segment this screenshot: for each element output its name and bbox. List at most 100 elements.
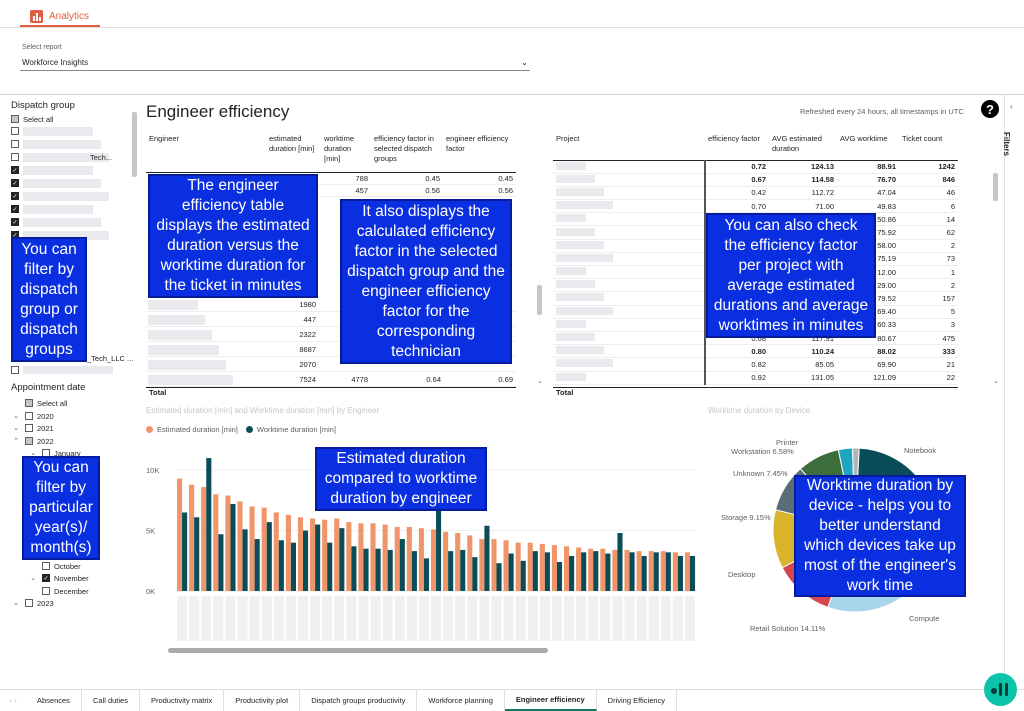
- expand-chevron-icon[interactable]: ⌃: [13, 438, 19, 445]
- bar-estimated[interactable]: [225, 495, 231, 591]
- bar-worktime[interactable]: [448, 551, 454, 591]
- chevron-down-icon[interactable]: ⌄: [537, 378, 543, 385]
- checkbox[interactable]: ✓: [11, 218, 19, 226]
- checkbox[interactable]: ✓: [11, 179, 19, 187]
- bar-estimated[interactable]: [455, 533, 461, 591]
- bar-worktime[interactable]: [520, 560, 526, 591]
- bar-worktime[interactable]: [411, 551, 417, 591]
- bar-worktime[interactable]: [617, 533, 623, 591]
- bar-worktime[interactable]: [436, 507, 442, 591]
- bar-worktime[interactable]: [351, 546, 357, 591]
- bar-estimated[interactable]: [600, 548, 606, 591]
- bar-estimated[interactable]: [515, 542, 521, 591]
- tab-absences[interactable]: Absences: [26, 690, 82, 711]
- bar-estimated[interactable]: [406, 526, 412, 591]
- date-slicer-item[interactable]: ⌄ 2020: [11, 410, 54, 422]
- checkbox[interactable]: ✓: [11, 166, 19, 174]
- column-header[interactable]: Engineer: [149, 134, 180, 143]
- bar-estimated[interactable]: [443, 531, 449, 591]
- date-slicer-item[interactable]: October: [28, 560, 81, 572]
- checkbox[interactable]: [42, 562, 50, 570]
- column-header[interactable]: efficiency factor: [708, 134, 760, 143]
- bar-worktime[interactable]: [544, 552, 550, 591]
- bar-worktime[interactable]: [303, 530, 309, 591]
- bar-estimated[interactable]: [624, 549, 630, 591]
- checkbox[interactable]: [25, 399, 33, 407]
- table-row[interactable]: 0.42 112.72 47.04 46: [553, 186, 958, 201]
- expand-chevron-icon[interactable]: ⌄: [30, 575, 36, 582]
- bar-worktime[interactable]: [387, 549, 393, 591]
- column-header[interactable]: AVG worktime: [840, 134, 888, 143]
- bar-estimated[interactable]: [467, 535, 473, 591]
- bar-worktime[interactable]: [399, 539, 405, 591]
- bar-estimated[interactable]: [479, 539, 485, 591]
- table-row[interactable]: 0.80 110.24 88.02 333: [553, 344, 958, 359]
- bar-estimated[interactable]: [177, 478, 183, 591]
- bar-estimated[interactable]: [491, 539, 497, 591]
- bar-estimated[interactable]: [588, 548, 594, 591]
- expand-chevron-icon[interactable]: ⌄: [13, 425, 19, 432]
- bar-estimated[interactable]: [563, 546, 570, 591]
- bar-worktime[interactable]: [194, 517, 200, 591]
- bar-worktime[interactable]: [375, 548, 381, 591]
- bar-chart-scrollbar[interactable]: [168, 648, 548, 653]
- dispatch-item[interactable]: ✓: [11, 190, 109, 202]
- column-header[interactable]: efficiency factor in selected dispatch g…: [374, 134, 434, 163]
- bar-worktime[interactable]: [581, 552, 587, 591]
- bar-estimated[interactable]: [382, 524, 388, 591]
- checkbox[interactable]: [11, 140, 19, 148]
- dispatch-item[interactable]: [11, 138, 101, 150]
- date-slicer-item[interactable]: December: [28, 585, 89, 597]
- table-row[interactable]: 8687: [146, 343, 516, 357]
- bar-worktime[interactable]: [496, 563, 502, 591]
- date-slicer-item[interactable]: ⌄ 2021: [11, 422, 54, 434]
- bar-estimated[interactable]: [346, 522, 352, 591]
- bar-estimated[interactable]: [213, 494, 219, 591]
- bar-worktime[interactable]: [484, 525, 490, 591]
- bar-worktime[interactable]: [230, 504, 236, 591]
- dispatch-item[interactable]: [11, 151, 109, 163]
- table-row[interactable]: 447: [146, 313, 516, 327]
- bar-worktime[interactable]: [569, 555, 575, 591]
- bar-worktime[interactable]: [423, 558, 430, 591]
- dispatch-slicer-scrollbar[interactable]: [132, 112, 137, 177]
- bar-estimated[interactable]: [334, 518, 340, 592]
- bar-worktime[interactable]: [266, 522, 272, 591]
- bar-worktime[interactable]: [641, 555, 647, 591]
- bar-estimated[interactable]: [672, 552, 678, 591]
- bar-estimated[interactable]: [612, 549, 618, 591]
- bar-estimated[interactable]: [576, 547, 582, 592]
- dispatch-item[interactable]: [11, 125, 93, 137]
- bar-worktime[interactable]: [460, 549, 466, 591]
- bar-estimated[interactable]: [503, 540, 509, 591]
- table-row[interactable]: 2070: [146, 358, 516, 372]
- app-logo-icon[interactable]: [984, 673, 1017, 706]
- bar-estimated[interactable]: [189, 484, 195, 591]
- dispatch-item[interactable]: ✓: [11, 164, 93, 176]
- table-row[interactable]: 0.72 124.13 88.91 1242: [553, 160, 958, 174]
- analytics-tab[interactable]: Analytics: [30, 5, 89, 27]
- dispatch-item[interactable]: ✓: [11, 216, 101, 228]
- expand-chevron-icon[interactable]: ⌄: [30, 450, 36, 457]
- dispatch-item[interactable]: ✓: [11, 203, 93, 215]
- tab-workforce-planning[interactable]: Workforce planning: [417, 690, 505, 711]
- tab-engineer-efficiency[interactable]: Engineer efficiency: [504, 690, 597, 711]
- bar-estimated[interactable]: [539, 543, 545, 591]
- date-slicer-item[interactable]: Select all: [11, 397, 67, 409]
- bar-estimated[interactable]: [648, 551, 654, 591]
- bar-estimated[interactable]: [261, 507, 267, 591]
- bar-estimated[interactable]: [527, 542, 533, 591]
- bar-estimated[interactable]: [684, 552, 690, 591]
- bar-worktime[interactable]: [689, 555, 696, 591]
- checkbox[interactable]: ✓: [42, 574, 50, 582]
- date-slicer-item[interactable]: ⌄ ✓ November: [28, 572, 89, 584]
- column-header[interactable]: AVG estimated duration: [772, 134, 822, 153]
- checkbox[interactable]: [42, 587, 50, 595]
- bar-worktime[interactable]: [472, 557, 478, 591]
- bar-worktime[interactable]: [653, 552, 659, 591]
- column-header[interactable]: engineer efficiency factor: [446, 134, 509, 153]
- bar-estimated[interactable]: [551, 545, 557, 591]
- bar-worktime[interactable]: [242, 529, 248, 591]
- bar-estimated[interactable]: [660, 551, 666, 591]
- bar-estimated[interactable]: [322, 519, 328, 591]
